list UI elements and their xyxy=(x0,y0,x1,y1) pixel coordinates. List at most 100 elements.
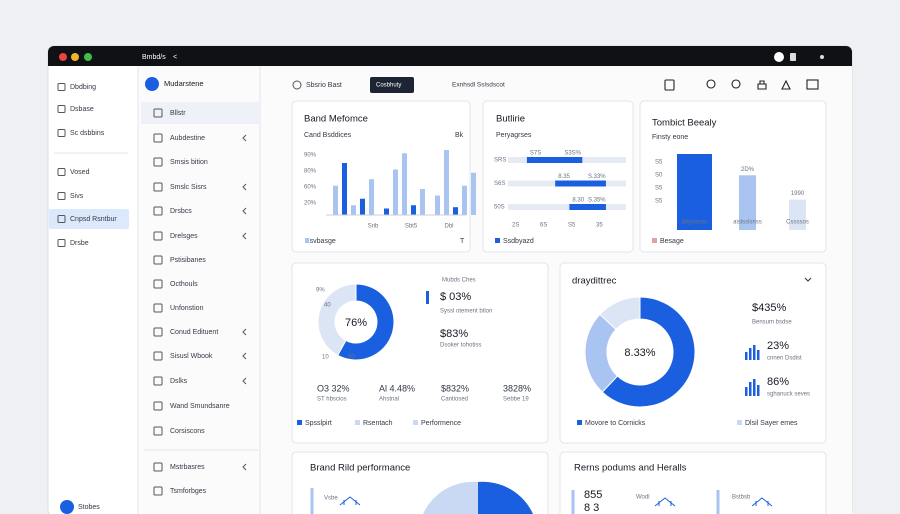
icon[interactable] xyxy=(757,80,767,90)
row-label: SRS xyxy=(494,158,506,164)
donut-segment xyxy=(599,296,641,331)
nav-active xyxy=(49,209,129,229)
brand-icon xyxy=(145,77,159,91)
icon[interactable] xyxy=(806,79,819,90)
range-bar xyxy=(555,180,606,187)
card xyxy=(559,451,827,514)
primary-button[interactable] xyxy=(370,77,414,93)
icon[interactable] xyxy=(706,79,716,89)
legend-label: Esvbasge xyxy=(305,238,336,245)
donut-label: 30 xyxy=(348,355,355,361)
bar-label: 1990 xyxy=(791,191,805,197)
x-tick-label: Cssssos xyxy=(786,220,809,226)
donut-label: 9% xyxy=(316,288,325,294)
nav-item[interactable]: Sc dsbbins xyxy=(70,130,105,137)
donut-segment xyxy=(601,296,696,408)
subnav-item[interactable]: Unfonstion xyxy=(170,305,204,312)
home-icon xyxy=(654,497,676,507)
subnav-item[interactable]: Smsis bition xyxy=(170,159,208,166)
bar-label: 2D% xyxy=(741,167,755,173)
metric-value: 855 xyxy=(584,489,602,501)
mini-chart xyxy=(745,345,760,396)
card-subtitle: Cand Bsddices xyxy=(304,132,352,139)
chevron xyxy=(242,134,247,142)
close-button[interactable] xyxy=(59,53,67,61)
y-tick-label: 90% xyxy=(304,153,317,159)
chevron xyxy=(242,232,247,240)
bar xyxy=(369,179,374,215)
subnav-item[interactable]: Tsmforbges xyxy=(170,488,207,495)
bar xyxy=(342,163,347,215)
bar xyxy=(384,208,389,215)
legend-label: Rsentach xyxy=(363,420,393,427)
stat-value: $832% xyxy=(441,383,469,393)
nav-item[interactable]: Drsbe xyxy=(70,240,89,247)
x-tick-label: 2S xyxy=(512,223,519,229)
legend-label: Movore to Cornicks xyxy=(585,420,646,427)
legend-swatch xyxy=(297,420,302,425)
nav-icon xyxy=(57,105,66,113)
x-tick-label: 35 xyxy=(596,223,603,229)
nav-icon xyxy=(57,129,66,137)
nav-item[interactable]: Sivs xyxy=(70,193,84,200)
subnav-item[interactable]: Octhouls xyxy=(170,281,198,288)
subnav-item[interactable]: Bllstr xyxy=(170,110,186,117)
tag: Bstbsb xyxy=(732,495,751,501)
kpi-value: $435% xyxy=(752,302,786,314)
minimize-button[interactable] xyxy=(71,53,79,61)
nav-item[interactable]: Cnpsd Rsntbur xyxy=(70,216,117,223)
card-subtitle: Peryagrses xyxy=(496,132,532,139)
subnav-item[interactable]: Pstisibanes xyxy=(170,257,206,264)
stat-value: 3828% xyxy=(503,383,531,393)
dropdown-icon[interactable] xyxy=(804,277,812,282)
subnav-item[interactable]: Drelsges xyxy=(170,233,198,240)
subnav-item[interactable]: Conud Edituent xyxy=(170,329,218,336)
y-tick-label: S0 xyxy=(655,173,663,179)
subnav-item[interactable]: Drsbcs xyxy=(170,208,192,215)
icon[interactable] xyxy=(781,79,791,90)
menu-icon[interactable] xyxy=(820,55,824,59)
maximize-button[interactable] xyxy=(84,53,92,61)
subnav-icon xyxy=(153,255,163,265)
card xyxy=(482,100,634,253)
chevron xyxy=(242,377,247,385)
bar xyxy=(360,198,365,215)
subnav-icon xyxy=(153,279,163,289)
stat-label: Cantiosed xyxy=(441,397,468,403)
nav-item[interactable]: Vosed xyxy=(70,169,90,176)
primary-button-label[interactable]: Cosbhuty xyxy=(376,83,401,89)
nav-item[interactable]: Dbdbing xyxy=(70,84,96,91)
chevron xyxy=(242,207,247,215)
subnav-item[interactable]: Smslc Sisrs xyxy=(170,184,207,191)
subnav-icon xyxy=(153,182,163,192)
subnav-item[interactable]: Dslks xyxy=(170,378,188,385)
metric-value: 23% xyxy=(767,340,789,352)
nav-item[interactable]: Dsbase xyxy=(70,106,94,113)
card-title: Tombict Beealy xyxy=(652,118,717,129)
nav-icon xyxy=(57,83,66,91)
bar xyxy=(462,185,467,215)
subnav-item[interactable]: Aubdestine xyxy=(170,135,205,142)
subnav-item[interactable]: Corsiscons xyxy=(170,428,205,435)
subnav-item[interactable]: Mstrbasres xyxy=(170,464,205,471)
icon[interactable] xyxy=(731,79,741,89)
kpi-label: Dsoker tohotiss xyxy=(440,343,481,349)
subnav-item[interactable]: Wand Smundsanre xyxy=(170,403,230,410)
nav-icon xyxy=(57,192,66,200)
search-field[interactable]: Sbsrio Bast xyxy=(306,82,342,89)
subnav-icon xyxy=(153,231,163,241)
donut-segment xyxy=(337,283,395,361)
stat-label: ST hbscios xyxy=(317,397,347,403)
bar xyxy=(435,195,440,215)
y-tick-label: S5 xyxy=(655,160,663,166)
chevron xyxy=(242,183,247,191)
icon[interactable] xyxy=(664,79,675,91)
toolbar-link[interactable]: Exnhsdl Sslsdscot xyxy=(452,82,505,89)
subnav-item[interactable]: Sisusl Wbook xyxy=(170,353,213,360)
subnav-icon xyxy=(153,157,163,167)
back-button[interactable]: < xyxy=(173,54,177,61)
donut-center: 8.33% xyxy=(624,347,655,359)
account-icon[interactable] xyxy=(774,52,784,62)
section-title: Brand Rild performance xyxy=(310,463,410,474)
legend-swatch xyxy=(495,238,500,243)
